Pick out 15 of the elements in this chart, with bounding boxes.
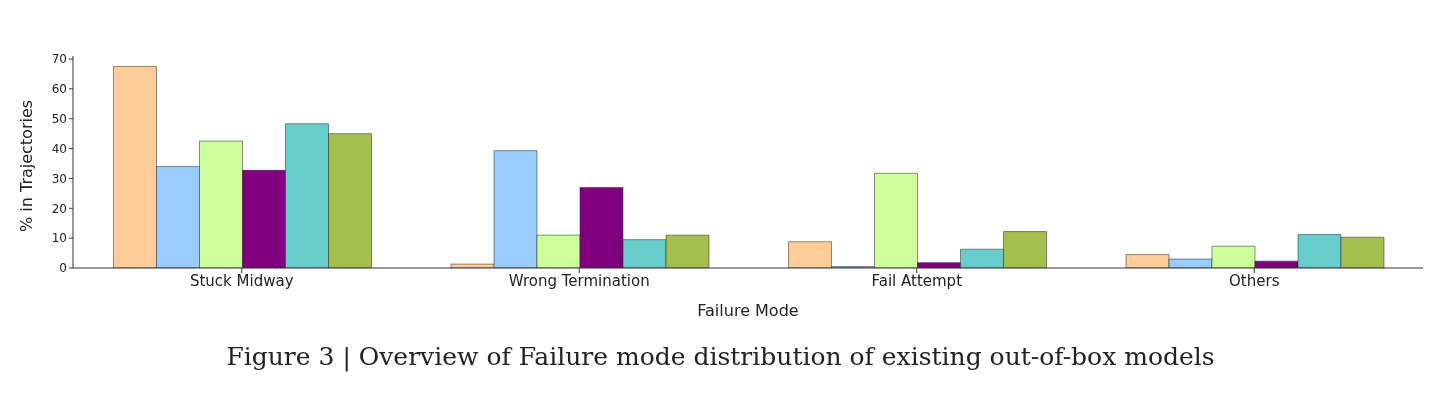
y-tick-label: 60: [51, 82, 67, 97]
x-tick-label: Wrong Termination: [508, 271, 650, 290]
y-tick-label: 30: [51, 171, 67, 186]
x-tick-label: Fail Attempt: [871, 271, 963, 290]
y-tick-label: 10: [51, 231, 67, 246]
caption: Figure 3 | Overview of Failure mode distribution of existing out-of-box models: [225, 342, 1216, 371]
y-tick-label: 70: [51, 52, 67, 67]
x-axis-title: Failure Mode: [697, 301, 799, 320]
y-axis-title: % in Trajectories: [16, 99, 36, 232]
y-tick-label: 50: [51, 111, 67, 126]
y-tick-label: 20: [51, 201, 67, 216]
y-tick-label: 0: [59, 261, 67, 276]
x-tick-label: Others: [1229, 271, 1280, 290]
x-tick-label: Stuck Midway: [189, 271, 294, 290]
y-tick-label: 40: [51, 141, 67, 156]
